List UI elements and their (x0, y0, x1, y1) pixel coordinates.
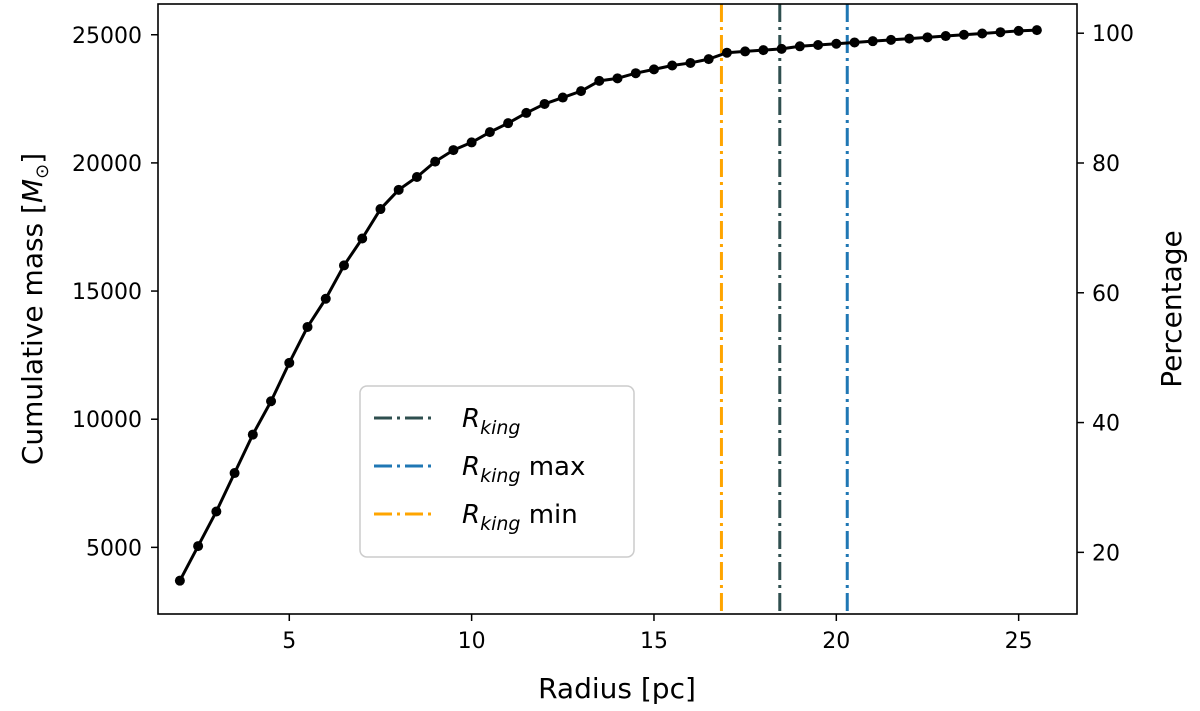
legend-label-main: R (462, 452, 480, 482)
y-axis-label: Cumulative mass [M⊙] (16, 153, 53, 465)
y2-tick-label: 20 (1092, 541, 1120, 566)
data-point (940, 31, 951, 42)
data-point (867, 36, 878, 47)
x-tick-label: 10 (458, 629, 486, 654)
data-point (357, 233, 368, 244)
data-point (211, 506, 222, 517)
data-point (375, 204, 386, 215)
data-point (758, 45, 769, 56)
data-point (904, 33, 915, 44)
data-point (193, 541, 204, 552)
series-layer (174, 25, 1042, 586)
y-tick-label: 15000 (72, 280, 142, 305)
data-point (302, 321, 313, 332)
data-point (740, 46, 751, 57)
y-tick-label: 25000 (72, 24, 142, 49)
legend-label-suffix: min (520, 500, 577, 530)
y-axis-label-prefix: Cumulative mass [ (16, 203, 49, 465)
data-point (448, 145, 459, 156)
data-point (667, 60, 678, 71)
legend-label-sub: king (480, 465, 520, 487)
data-point (630, 68, 641, 79)
legend-label-sub: king (480, 417, 520, 439)
data-point (266, 396, 277, 407)
data-point (612, 73, 623, 84)
legend-label-suffix: max (520, 452, 585, 482)
data-point (813, 40, 824, 51)
data-point (1031, 25, 1042, 36)
data-point (338, 260, 349, 271)
y-axis-right: 20 40 60 80 100 (1077, 22, 1134, 566)
data-point (831, 38, 842, 49)
legend-label: Rking min (462, 500, 578, 535)
x-tick-label: 5 (282, 629, 296, 654)
y-tick-label: 20000 (72, 152, 142, 177)
data-point (247, 429, 258, 440)
x-tick-label: 15 (640, 629, 668, 654)
data-point (229, 468, 240, 479)
y-axis-left: 5000 10000 15000 20000 25000 (72, 24, 158, 561)
y-axis-label-unit: M (16, 179, 49, 203)
data-point (557, 92, 568, 103)
data-point (776, 43, 787, 54)
y-tick-label: 5000 (86, 536, 142, 561)
data-point (466, 137, 477, 148)
data-point (430, 156, 441, 167)
data-point (977, 28, 988, 39)
data-point (320, 293, 331, 304)
y2-axis-label: Percentage (1155, 230, 1188, 388)
legend-label-main: R (462, 404, 480, 434)
x-tick-label: 20 (822, 629, 850, 654)
data-point (284, 357, 295, 368)
data-point (576, 86, 587, 97)
data-point (849, 37, 860, 48)
y-axis-label-suffix: ] (16, 153, 49, 164)
data-point (721, 47, 732, 58)
x-axis-label: Radius [pc] (538, 672, 696, 705)
data-point (1013, 25, 1024, 36)
data-point (174, 575, 185, 586)
data-point (958, 29, 969, 40)
data-point (521, 107, 532, 118)
legend-label: Rking max (462, 452, 585, 487)
data-point (484, 127, 495, 138)
y-tick-label: 10000 (72, 408, 142, 433)
data-point (995, 27, 1006, 38)
data-point (393, 184, 404, 195)
data-point (539, 98, 550, 109)
y2-tick-label: 60 (1092, 282, 1120, 307)
data-point (648, 64, 659, 75)
data-point (503, 118, 514, 129)
data-point (886, 34, 897, 45)
data-point (922, 32, 933, 43)
data-point (411, 172, 422, 183)
y2-tick-label: 40 (1092, 412, 1120, 437)
data-point (703, 54, 714, 65)
x-tick-label: 25 (1005, 629, 1033, 654)
data-point (794, 41, 805, 52)
y2-tick-label: 80 (1092, 152, 1120, 177)
y2-tick-label: 100 (1092, 22, 1134, 47)
legend-label: Rking (462, 404, 520, 439)
vlines-layer (719, 4, 849, 614)
data-point (685, 57, 696, 68)
legend-label-main: R (462, 500, 480, 530)
legend-label-sub: king (480, 513, 520, 535)
data-point (594, 75, 605, 86)
x-axis: 5 10 15 20 25 (282, 614, 1033, 654)
plot-frame (157, 3, 1078, 615)
y-axis-label-sun: ⊙ (32, 164, 53, 179)
